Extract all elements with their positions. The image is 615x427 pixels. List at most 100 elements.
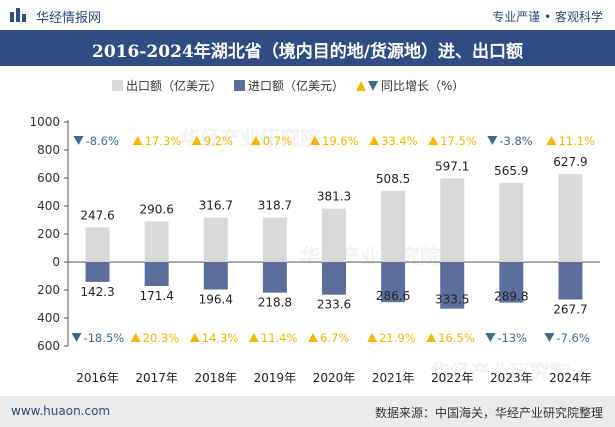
export-value-label: 247.6 bbox=[80, 208, 114, 222]
export-bar bbox=[381, 190, 406, 262]
export-value-label: 318.7 bbox=[258, 198, 292, 212]
export-growth-label: 17.3% bbox=[145, 134, 182, 148]
x-tick-label: 2024年 bbox=[549, 371, 592, 385]
y-tick-label: 400 bbox=[37, 311, 60, 325]
export-bar bbox=[558, 174, 583, 262]
export-bar bbox=[322, 208, 346, 262]
import-growth-label: -13% bbox=[497, 331, 527, 345]
export-growth-label: -3.8% bbox=[499, 134, 532, 148]
growth-up-icon bbox=[248, 333, 259, 342]
brand-name[interactable]: 华经情报网 bbox=[36, 11, 102, 26]
import-bar bbox=[203, 262, 228, 290]
x-tick-label: 2016年 bbox=[76, 371, 119, 385]
import-value-label: 289.8 bbox=[494, 289, 528, 303]
y-tick-label: 600 bbox=[37, 339, 60, 353]
export-value-label: 565.9 bbox=[494, 164, 528, 178]
legend-exports-swatch bbox=[112, 80, 123, 91]
import-bar bbox=[440, 262, 465, 309]
import-growth-label: 21.9% bbox=[379, 331, 416, 345]
export-growth-label: 11.1% bbox=[558, 134, 595, 148]
import-growth-label: 16.5% bbox=[438, 331, 475, 345]
export-value-label: 381.3 bbox=[317, 190, 351, 204]
export-value-label: 627.9 bbox=[553, 155, 587, 169]
y-tick-label: 0 bbox=[52, 255, 60, 269]
import-value-label: 196.4 bbox=[199, 292, 233, 306]
export-value-label: 290.6 bbox=[139, 202, 173, 216]
y-tick-label: 200 bbox=[37, 227, 60, 241]
legend-exports-label: 出口额（亿美元） bbox=[126, 79, 223, 93]
chart: 1000 800 600 400 200 0 200 400 600 247.6 142.3 -8.6… bbox=[29, 115, 600, 385]
export-bar bbox=[262, 217, 287, 262]
growth-down-icon bbox=[73, 136, 84, 145]
growth-up-icon bbox=[191, 136, 202, 145]
growth-down-icon bbox=[485, 333, 496, 342]
import-value-label: 267.7 bbox=[553, 302, 587, 316]
growth-up-icon bbox=[426, 333, 437, 342]
export-growth-label: 0.7% bbox=[263, 134, 292, 148]
x-tick-label: 2017年 bbox=[135, 371, 178, 385]
import-growth-label: 14.3% bbox=[202, 331, 239, 345]
growth-up-icon bbox=[189, 333, 200, 342]
y-tick-label: 200 bbox=[37, 283, 60, 297]
import-bar bbox=[144, 262, 169, 286]
growth-up-icon bbox=[308, 333, 318, 342]
legend-imports: 进口额（亿美元） bbox=[234, 77, 344, 94]
y-tick-label: 1000 bbox=[29, 115, 60, 129]
legend-exports: 出口额（亿美元） bbox=[112, 77, 222, 94]
export-growth-label: 17.5% bbox=[440, 134, 477, 148]
data-source: 数据来源：中国海关，华经产业研究院整理 bbox=[374, 406, 603, 420]
growth-down-icon bbox=[71, 333, 82, 342]
export-value-label: 508.5 bbox=[376, 172, 410, 186]
growth-down-icon bbox=[544, 333, 555, 342]
import-value-label: 142.3 bbox=[80, 285, 114, 299]
export-growth-label: 33.4% bbox=[381, 134, 418, 148]
legend-growth-icon bbox=[356, 81, 379, 91]
growth-up-icon bbox=[132, 136, 143, 145]
import-bar bbox=[85, 262, 110, 282]
x-tick-label: 2018年 bbox=[195, 371, 238, 385]
x-tick-label: 2022年 bbox=[431, 371, 474, 385]
growth-up-icon bbox=[428, 136, 439, 145]
import-bar bbox=[499, 262, 524, 303]
title-bar: 2016-2024年湖北省（境内目的地/货源地）进、出口额 bbox=[0, 30, 615, 66]
import-bar bbox=[381, 262, 406, 303]
import-growth-label: -7.6% bbox=[556, 331, 589, 345]
import-growth-label: 20.3% bbox=[143, 331, 180, 345]
import-value-label: 286.6 bbox=[376, 289, 410, 303]
growth-up-icon bbox=[367, 333, 378, 342]
import-growth-label: -18.5% bbox=[84, 331, 125, 345]
x-tick-label: 2021年 bbox=[372, 371, 415, 385]
tagline: 专业严谨 • 客观科学 bbox=[492, 10, 603, 24]
growth-up-icon bbox=[546, 136, 557, 145]
legend-growth-label: 同比增长（%） bbox=[381, 79, 465, 93]
legend-imports-swatch bbox=[234, 80, 246, 91]
import-bar bbox=[558, 262, 583, 300]
legend-imports-label: 进口额（亿美元） bbox=[248, 79, 345, 93]
y-tick-label: 400 bbox=[37, 199, 60, 213]
site-link[interactable]: www.huaon.com bbox=[11, 404, 111, 418]
growth-up-icon bbox=[250, 136, 261, 145]
import-value-label: 218.8 bbox=[258, 296, 292, 310]
export-growth-label: -8.6% bbox=[86, 134, 119, 148]
growth-down-icon bbox=[487, 136, 498, 145]
growth-up-icon bbox=[130, 333, 141, 342]
y-tick-label: 800 bbox=[37, 143, 60, 157]
import-growth-label: 11.4% bbox=[261, 331, 298, 345]
x-tick-label: 2023年 bbox=[490, 371, 533, 385]
growth-up-icon bbox=[369, 136, 380, 145]
export-growth-label: 9.2% bbox=[204, 134, 233, 148]
import-value-label: 233.6 bbox=[317, 298, 351, 312]
export-bar bbox=[440, 178, 465, 262]
x-tick-label: 2020年 bbox=[313, 371, 356, 385]
export-value-label: 597.1 bbox=[435, 159, 469, 173]
growth-up-icon bbox=[310, 136, 320, 145]
legend: 出口额（亿美元） 进口额（亿美元） 同比增长（%） bbox=[112, 77, 464, 94]
top-bar: 华经情报网 专业严谨 • 客观科学 bbox=[0, 0, 615, 30]
export-bar bbox=[203, 217, 228, 262]
export-bar bbox=[499, 182, 524, 262]
import-bar bbox=[322, 262, 346, 295]
import-value-label: 171.4 bbox=[139, 289, 173, 303]
chart-title: 2016-2024年湖北省（境内目的地/货源地）进、出口额 bbox=[92, 42, 523, 62]
export-bar bbox=[144, 221, 169, 262]
